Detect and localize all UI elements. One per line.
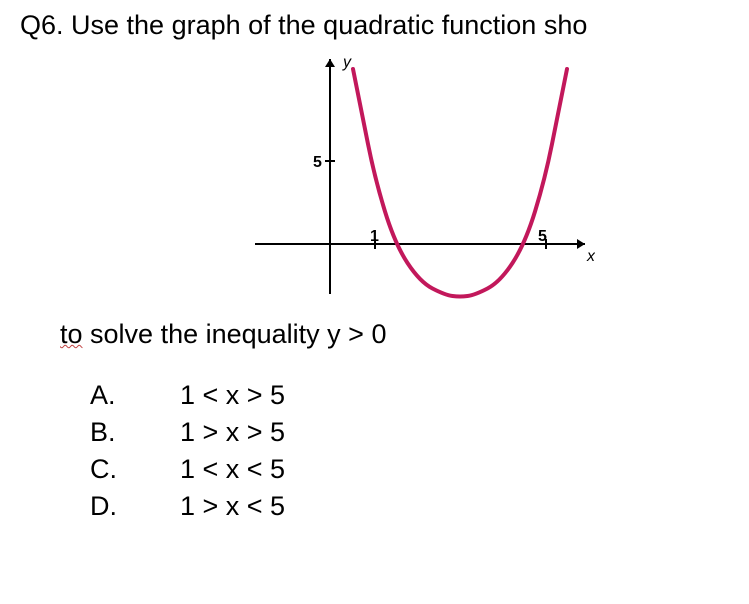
svg-text:5: 5 bbox=[313, 154, 322, 171]
options-list: A.1 < x > 5B.1 > x > 5C.1 < x < 5D.1 > x… bbox=[90, 380, 729, 522]
option-text: 1 < x < 5 bbox=[180, 454, 729, 485]
svg-text:1: 1 bbox=[370, 228, 379, 245]
option-row: B.1 > x > 5 bbox=[90, 417, 729, 448]
option-text: 1 > x > 5 bbox=[180, 417, 729, 448]
option-row: A.1 < x > 5 bbox=[90, 380, 729, 411]
option-letter: A. bbox=[90, 380, 180, 411]
option-row: D.1 > x < 5 bbox=[90, 491, 729, 522]
question-continuation: to solve the inequality y > 0 bbox=[60, 319, 729, 350]
continuation-rest: solve the inequality y > 0 bbox=[83, 319, 387, 349]
option-letter: D. bbox=[90, 491, 180, 522]
svg-text:y: y bbox=[342, 54, 352, 71]
question-header: Q6. Use the graph of the quadratic funct… bbox=[20, 10, 729, 41]
continuation-underlined: to bbox=[60, 319, 83, 349]
option-row: C.1 < x < 5 bbox=[90, 454, 729, 485]
graph-container: 1 5 5 x y bbox=[100, 49, 729, 304]
option-text: 1 > x < 5 bbox=[180, 491, 729, 522]
quadratic-graph: 1 5 5 x y bbox=[235, 49, 595, 304]
option-text: 1 < x > 5 bbox=[180, 380, 729, 411]
option-letter: C. bbox=[90, 454, 180, 485]
svg-text:x: x bbox=[586, 248, 595, 265]
svg-text:5: 5 bbox=[538, 228, 547, 245]
option-letter: B. bbox=[90, 417, 180, 448]
